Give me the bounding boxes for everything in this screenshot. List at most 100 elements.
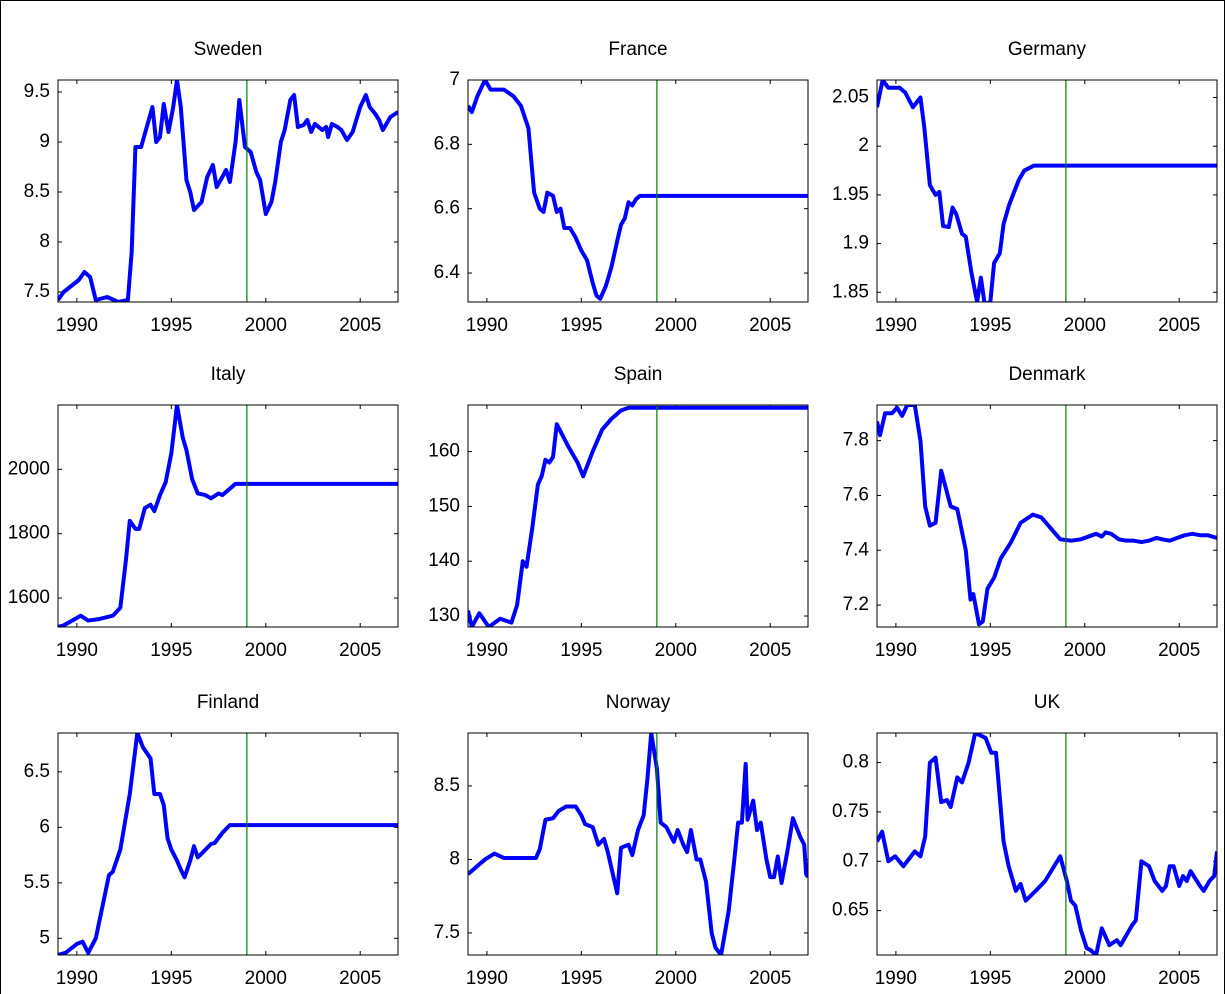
x-tick-label: 1990 (56, 968, 98, 989)
x-tick-label: 2000 (1064, 315, 1106, 336)
subplot-title: Germany (1008, 39, 1087, 60)
data-line (877, 405, 1217, 627)
y-tick-label: 150 (428, 495, 460, 516)
y-tick-label: 6.4 (434, 262, 461, 283)
y-tick-label: 5 (39, 927, 50, 948)
plot-area (58, 733, 398, 955)
y-tick-label: 7.8 (843, 430, 869, 451)
y-tick-label: 1.9 (843, 233, 869, 254)
y-tick-label: 2.05 (832, 87, 869, 108)
y-tick-label: 140 (428, 550, 460, 571)
subplot: Norway 1990 1995 2000 2005 7.5 8 8.5 (434, 692, 809, 989)
data-line (468, 733, 808, 955)
data-line (877, 80, 1217, 302)
x-tick-label: 1995 (969, 315, 1011, 336)
x-tick-label: 2005 (339, 640, 381, 661)
y-tick-label: 2000 (8, 458, 50, 479)
x-tick-label: 2005 (749, 315, 791, 336)
x-tick-label: 1990 (875, 640, 917, 661)
x-tick-label: 2005 (339, 968, 381, 989)
x-tick-label: 2000 (655, 640, 697, 661)
subplot-title: Italy (211, 364, 246, 385)
plot-area (877, 80, 1217, 302)
x-tick-label: 2005 (749, 968, 791, 989)
subplot: Germany 1990 1995 2000 2005 1.85 1.9 1.95 2 2.05 (832, 39, 1218, 336)
subplot: Italy 1990 1995 2000 2005 1600 1800 2000 (8, 364, 399, 661)
x-tick-label: 2005 (1158, 640, 1200, 661)
plot-area (468, 80, 808, 302)
plot-frame (467, 404, 809, 628)
x-tick-label: 1990 (466, 315, 508, 336)
x-tick-label: 2000 (1064, 968, 1106, 989)
x-tick-label: 1995 (560, 640, 602, 661)
subplot-title: Finland (197, 692, 259, 713)
subplot-title: Denmark (1008, 364, 1086, 385)
subplot-title: Norway (606, 692, 671, 713)
y-tick-label: 6.5 (24, 761, 50, 782)
x-tick-label: 1995 (150, 315, 192, 336)
x-tick-label: 1995 (560, 315, 602, 336)
y-tick-label: 5.5 (24, 872, 50, 893)
x-tick-label: 2005 (1158, 968, 1200, 989)
x-tick-label: 2005 (749, 640, 791, 661)
y-tick-label: 6.8 (434, 133, 460, 154)
plot-area (468, 733, 808, 955)
x-tick-label: 1990 (56, 315, 98, 336)
y-tick-label: 1600 (8, 587, 50, 608)
y-tick-label: 6 (39, 816, 50, 837)
subplot-title: Sweden (194, 39, 263, 60)
y-tick-label: 8 (449, 848, 460, 869)
y-tick-label: 0.65 (832, 900, 869, 921)
data-line (58, 733, 398, 955)
x-tick-label: 1995 (150, 640, 192, 661)
subplot: UK 1990 1995 2000 2005 0.65 0.7 0.75 0.8 (832, 692, 1218, 989)
y-tick-label: 9.5 (24, 81, 50, 102)
y-tick-label: 7.4 (843, 539, 870, 560)
plot-frame (876, 79, 1218, 303)
x-tick-label: 2000 (655, 968, 697, 989)
y-tick-label: 0.8 (843, 752, 869, 773)
data-line (58, 80, 398, 302)
data-line (877, 733, 1217, 955)
y-tick-label: 1800 (8, 523, 50, 544)
x-tick-label: 1990 (56, 640, 98, 661)
y-tick-label: 160 (428, 441, 460, 462)
plot-area (877, 733, 1217, 955)
y-tick-label: 130 (428, 605, 460, 626)
x-tick-label: 2000 (1064, 640, 1106, 661)
plot-area (468, 405, 808, 627)
y-tick-label: 9 (39, 131, 50, 152)
subplot: Finland 1990 1995 2000 2005 5 5.5 6 6.5 (24, 692, 399, 989)
plot-frame (467, 732, 809, 956)
plot-frame (57, 79, 399, 303)
y-tick-label: 0.75 (832, 801, 869, 822)
x-tick-label: 1995 (969, 968, 1011, 989)
x-tick-label: 2000 (245, 315, 287, 336)
y-tick-label: 2 (858, 135, 869, 156)
x-tick-label: 1995 (560, 968, 602, 989)
y-tick-label: 7.5 (434, 922, 460, 943)
x-tick-label: 1990 (466, 640, 508, 661)
plot-area (58, 405, 398, 627)
x-tick-label: 2000 (655, 315, 697, 336)
subplot: Spain 1990 1995 2000 2005 130 140 150 160 (428, 364, 809, 661)
subplot-title: UK (1034, 692, 1061, 713)
y-tick-label: 8.5 (434, 775, 460, 796)
x-tick-label: 1995 (969, 640, 1011, 661)
data-line (58, 405, 398, 627)
y-tick-label: 7 (449, 69, 460, 90)
plot-frame (876, 404, 1218, 628)
x-tick-label: 1995 (150, 968, 192, 989)
plot-frame (57, 732, 399, 956)
plot-frame (57, 404, 399, 628)
subplot: France 1990 1995 2000 2005 6.4 6.6 6.8 7 (434, 39, 809, 336)
y-tick-label: 6.6 (434, 198, 460, 219)
y-tick-label: 7.2 (843, 594, 869, 615)
x-tick-label: 1990 (875, 968, 917, 989)
y-tick-label: 8.5 (24, 181, 50, 202)
plot-frame (876, 732, 1218, 956)
plot-area (877, 405, 1217, 627)
y-tick-label: 0.7 (843, 850, 869, 871)
